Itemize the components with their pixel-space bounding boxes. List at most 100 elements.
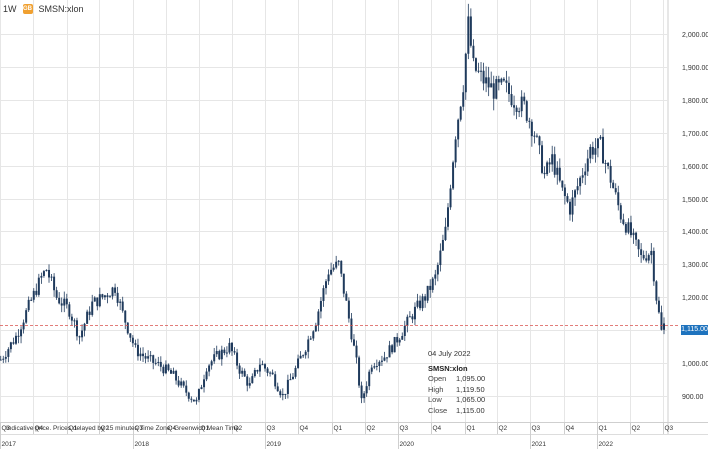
candle[interactable] xyxy=(408,311,411,318)
candle[interactable] xyxy=(609,159,612,189)
candle[interactable] xyxy=(175,369,178,385)
candle[interactable] xyxy=(345,291,348,301)
candle[interactable] xyxy=(86,309,89,325)
candle[interactable] xyxy=(403,320,406,342)
candle[interactable] xyxy=(492,75,495,111)
candle[interactable] xyxy=(279,389,282,398)
candle[interactable] xyxy=(14,332,17,345)
candle[interactable] xyxy=(225,346,228,358)
candle[interactable] xyxy=(375,359,378,371)
period-selector[interactable]: 1W xyxy=(3,4,17,14)
candle[interactable] xyxy=(215,345,218,357)
candle[interactable] xyxy=(561,180,564,191)
candle[interactable] xyxy=(109,295,112,298)
candle[interactable] xyxy=(365,381,368,397)
candle[interactable] xyxy=(368,369,371,391)
candle[interactable] xyxy=(581,168,584,184)
candle[interactable] xyxy=(579,175,582,195)
candle[interactable] xyxy=(304,350,307,359)
candle[interactable] xyxy=(264,363,267,372)
candle[interactable] xyxy=(309,335,312,341)
candle[interactable] xyxy=(627,218,630,235)
candle[interactable] xyxy=(164,360,167,375)
candle[interactable] xyxy=(124,310,127,330)
candle[interactable] xyxy=(635,231,638,246)
candle[interactable] xyxy=(401,332,404,340)
candle[interactable] xyxy=(284,393,287,399)
candle[interactable] xyxy=(238,363,241,379)
candle[interactable] xyxy=(55,286,58,300)
candle[interactable] xyxy=(142,347,145,363)
candle[interactable] xyxy=(30,297,33,302)
candle[interactable] xyxy=(528,117,531,129)
candle[interactable] xyxy=(294,365,297,379)
candle[interactable] xyxy=(380,355,383,367)
candle[interactable] xyxy=(663,317,666,335)
candle[interactable] xyxy=(342,273,345,298)
candle[interactable] xyxy=(75,317,78,341)
candle[interactable] xyxy=(60,297,63,313)
candle[interactable] xyxy=(424,293,427,308)
candle[interactable] xyxy=(355,340,358,364)
candle[interactable] xyxy=(218,349,221,361)
candle[interactable] xyxy=(607,161,610,170)
candle[interactable] xyxy=(50,274,53,282)
candle[interactable] xyxy=(233,347,236,355)
candle[interactable] xyxy=(413,302,416,326)
candle[interactable] xyxy=(7,347,10,363)
candle[interactable] xyxy=(256,369,259,374)
candle[interactable] xyxy=(35,283,38,297)
candle[interactable] xyxy=(134,339,137,348)
candle[interactable] xyxy=(317,309,320,332)
candle[interactable] xyxy=(205,368,208,382)
candle[interactable] xyxy=(139,347,142,361)
candle[interactable] xyxy=(507,76,510,103)
candle[interactable] xyxy=(187,391,190,402)
candle[interactable] xyxy=(647,253,650,264)
candle[interactable] xyxy=(602,128,605,164)
candle[interactable] xyxy=(81,324,84,342)
candle[interactable] xyxy=(258,358,261,377)
candle[interactable] xyxy=(116,286,119,307)
candle[interactable] xyxy=(370,364,373,375)
candle[interactable] xyxy=(177,375,180,388)
candle[interactable] xyxy=(426,285,429,304)
candle[interactable] xyxy=(441,234,444,251)
candle[interactable] xyxy=(266,366,269,377)
candle[interactable] xyxy=(106,293,109,304)
candle[interactable] xyxy=(20,326,23,344)
candle[interactable] xyxy=(439,243,442,272)
candle[interactable] xyxy=(612,179,615,189)
candle[interactable] xyxy=(518,107,521,117)
symbol-label[interactable]: SMSN:xlon xyxy=(38,4,84,14)
candle[interactable] xyxy=(640,243,643,263)
candle[interactable] xyxy=(22,319,25,334)
candle[interactable] xyxy=(523,92,526,105)
candle[interactable] xyxy=(457,118,460,148)
candle[interactable] xyxy=(53,273,56,297)
candle[interactable] xyxy=(307,335,310,359)
candle[interactable] xyxy=(114,283,117,297)
candle[interactable] xyxy=(129,333,132,342)
candle[interactable] xyxy=(551,145,554,172)
candle[interactable] xyxy=(454,136,457,168)
candle[interactable] xyxy=(271,369,274,375)
candle[interactable] xyxy=(291,372,294,380)
candle[interactable] xyxy=(474,57,477,73)
candle[interactable] xyxy=(276,382,279,392)
candle[interactable] xyxy=(152,354,155,370)
candle[interactable] xyxy=(159,356,162,372)
candle[interactable] xyxy=(45,269,48,272)
candle[interactable] xyxy=(416,293,419,309)
candle[interactable] xyxy=(182,380,185,388)
candle[interactable] xyxy=(111,286,114,300)
candle[interactable] xyxy=(185,380,188,397)
candle[interactable] xyxy=(490,71,493,88)
candle[interactable] xyxy=(208,363,211,377)
candle[interactable] xyxy=(27,296,30,312)
candle[interactable] xyxy=(505,70,508,93)
candle[interactable] xyxy=(622,213,625,226)
candle[interactable] xyxy=(637,239,640,257)
candle[interactable] xyxy=(645,250,648,263)
candle[interactable] xyxy=(167,363,170,372)
